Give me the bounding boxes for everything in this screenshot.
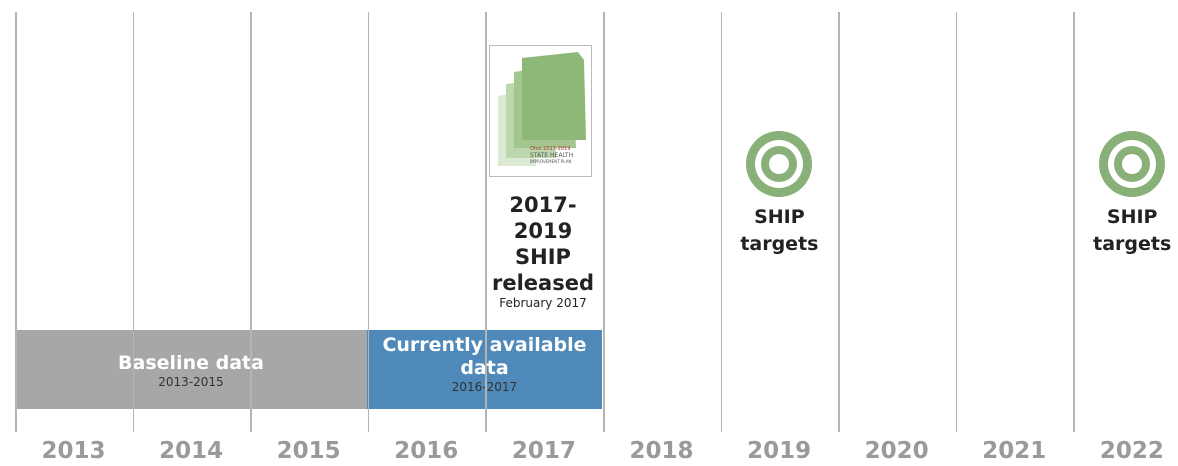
year-label: 2020 [864,438,929,464]
year-label: 2016 [394,438,459,464]
year-label: 2022 [1099,438,1164,464]
plan-cover: Ohio 2017-2019 STATE HEALTH IMPROVEMENT … [489,45,592,177]
divider [838,12,840,432]
divider [250,12,252,432]
year-label: 2017 [511,438,576,464]
period-title: Currently available data [382,334,587,379]
target-label: SHIP targets [1093,206,1172,255]
target-label: SHIP targets [740,206,819,255]
year-label: 2019 [747,438,812,464]
divider [720,12,723,432]
baseline-period: Baseline data 2013-2015 [15,330,367,409]
period-range: 2016-2017 [367,380,602,394]
year-label: 2013 [41,438,106,464]
year-label: 2018 [629,438,694,464]
release-title: 2017-2019 SHIP released [492,193,594,295]
divider [485,12,487,432]
release-label: 2017-2019 SHIP released February 2017 [487,192,599,314]
year-label: 2014 [159,438,224,464]
cover-text: STATE HEALTH [530,152,574,159]
target-icon [1098,130,1166,198]
period-range: 2013-2015 [158,375,224,389]
divider [603,12,605,432]
cover-text: Ohio 2017-2019 [530,146,571,152]
current-period: Currently available data 2016-2017 [367,330,602,409]
divider [367,12,370,432]
divider [15,12,17,432]
year-label: 2021 [982,438,1047,464]
period-title: Baseline data [118,352,264,374]
divider [132,12,135,432]
target-icon [745,130,813,198]
divider [955,12,958,432]
cover-art [498,52,586,166]
divider [1073,12,1075,432]
release-date: February 2017 [499,296,587,310]
year-label: 2015 [276,438,341,464]
cover-text: IMPROVEMENT PLAN [530,159,572,164]
